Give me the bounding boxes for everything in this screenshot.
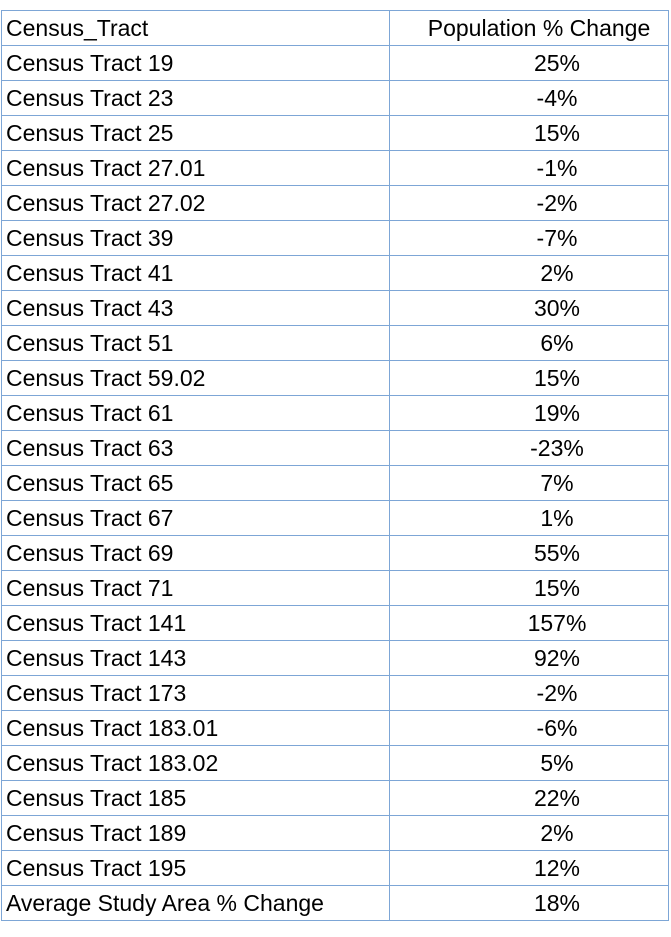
table-row: Census Tract 71 15% <box>1 570 669 606</box>
percent-change-cell[interactable]: 2% <box>389 255 669 291</box>
percent-change-cell[interactable]: 15% <box>389 570 669 606</box>
percent-change-cell[interactable]: -4% <box>389 80 669 116</box>
table-row: Census Tract 51 6% <box>1 325 669 361</box>
table-row: Census Tract 173 -2% <box>1 675 669 711</box>
table-row: Census Tract 25 15% <box>1 115 669 151</box>
average-label-cell[interactable]: Average Study Area % Change <box>1 885 390 921</box>
tract-name-cell[interactable]: Census Tract 183.01 <box>1 710 390 746</box>
tract-name-cell[interactable]: Census Tract 143 <box>1 640 390 676</box>
percent-change-cell[interactable]: -6% <box>389 710 669 746</box>
percent-change-cell[interactable]: 12% <box>389 850 669 886</box>
tract-name-cell[interactable]: Census Tract 19 <box>1 45 390 81</box>
table-row: Census Tract 183.02 5% <box>1 745 669 781</box>
table-row: Census Tract 41 2% <box>1 255 669 291</box>
header-row: Census_Tract Population % Change <box>1 10 669 46</box>
tract-name-cell[interactable]: Census Tract 41 <box>1 255 390 291</box>
average-row: Average Study Area % Change 18% <box>1 885 669 921</box>
percent-change-cell[interactable]: -7% <box>389 220 669 256</box>
table-row: Census Tract 19 25% <box>1 45 669 81</box>
percent-change-cell[interactable]: 19% <box>389 395 669 431</box>
table-row: Census Tract 195 12% <box>1 850 669 886</box>
header-cell-census-tract[interactable]: Census_Tract <box>1 10 390 46</box>
average-value-cell[interactable]: 18% <box>389 885 669 921</box>
percent-change-cell[interactable]: -23% <box>389 430 669 466</box>
table-row: Census Tract 27.01 -1% <box>1 150 669 186</box>
tract-name-cell[interactable]: Census Tract 173 <box>1 675 390 711</box>
tract-name-cell[interactable]: Census Tract 51 <box>1 325 390 361</box>
header-cell-population-change[interactable]: Population % Change <box>389 10 669 46</box>
percent-change-cell[interactable]: 15% <box>389 115 669 151</box>
tract-name-cell[interactable]: Census Tract 183.02 <box>1 745 390 781</box>
tract-name-cell[interactable]: Census Tract 189 <box>1 815 390 851</box>
table-row: Census Tract 61 19% <box>1 395 669 431</box>
percent-change-cell[interactable]: 157% <box>389 605 669 641</box>
percent-change-cell[interactable]: 1% <box>389 500 669 536</box>
tract-name-cell[interactable]: Census Tract 61 <box>1 395 390 431</box>
table-row: Census Tract 185 22% <box>1 780 669 816</box>
percent-change-cell[interactable]: 2% <box>389 815 669 851</box>
percent-change-cell[interactable]: 6% <box>389 325 669 361</box>
percent-change-cell[interactable]: -2% <box>389 675 669 711</box>
tract-name-cell[interactable]: Census Tract 69 <box>1 535 390 571</box>
tract-name-cell[interactable]: Census Tract 71 <box>1 570 390 606</box>
tract-name-cell[interactable]: Census Tract 65 <box>1 465 390 501</box>
percent-change-cell[interactable]: 30% <box>389 290 669 326</box>
table-row: Census Tract 141 157% <box>1 605 669 641</box>
table-row: Census Tract 143 92% <box>1 640 669 676</box>
percent-change-cell[interactable]: 5% <box>389 745 669 781</box>
percent-change-cell[interactable]: -2% <box>389 185 669 221</box>
table-row: Census Tract 27.02 -2% <box>1 185 669 221</box>
tract-name-cell[interactable]: Census Tract 195 <box>1 850 390 886</box>
tract-name-cell[interactable]: Census Tract 43 <box>1 290 390 326</box>
table-row: Census Tract 183.01 -6% <box>1 710 669 746</box>
table-row: Census Tract 189 2% <box>1 815 669 851</box>
table-row: Census Tract 39 -7% <box>1 220 669 256</box>
table-row: Census Tract 23 -4% <box>1 80 669 116</box>
percent-change-cell[interactable]: -1% <box>389 150 669 186</box>
percent-change-cell[interactable]: 22% <box>389 780 669 816</box>
table-body: Census_Tract Population % Change Census … <box>1 10 669 921</box>
tract-name-cell[interactable]: Census Tract 185 <box>1 780 390 816</box>
tract-name-cell[interactable]: Census Tract 141 <box>1 605 390 641</box>
percent-change-cell[interactable]: 25% <box>389 45 669 81</box>
tract-name-cell[interactable]: Census Tract 67 <box>1 500 390 536</box>
tract-name-cell[interactable]: Census Tract 39 <box>1 220 390 256</box>
percent-change-cell[interactable]: 55% <box>389 535 669 571</box>
table-row: Census Tract 43 30% <box>1 290 669 326</box>
census-tract-table: Census_Tract Population % Change Census … <box>1 10 669 921</box>
tract-name-cell[interactable]: Census Tract 25 <box>1 115 390 151</box>
tract-name-cell[interactable]: Census Tract 59.02 <box>1 360 390 396</box>
table-row: Census Tract 59.02 15% <box>1 360 669 396</box>
percent-change-cell[interactable]: 7% <box>389 465 669 501</box>
tract-name-cell[interactable]: Census Tract 27.02 <box>1 185 390 221</box>
table-row: Census Tract 69 55% <box>1 535 669 571</box>
tract-name-cell[interactable]: Census Tract 63 <box>1 430 390 466</box>
table-row: Census Tract 63 -23% <box>1 430 669 466</box>
percent-change-cell[interactable]: 15% <box>389 360 669 396</box>
percent-change-cell[interactable]: 92% <box>389 640 669 676</box>
tract-name-cell[interactable]: Census Tract 27.01 <box>1 150 390 186</box>
tract-name-cell[interactable]: Census Tract 23 <box>1 80 390 116</box>
table-row: Census Tract 65 7% <box>1 465 669 501</box>
table-row: Census Tract 67 1% <box>1 500 669 536</box>
